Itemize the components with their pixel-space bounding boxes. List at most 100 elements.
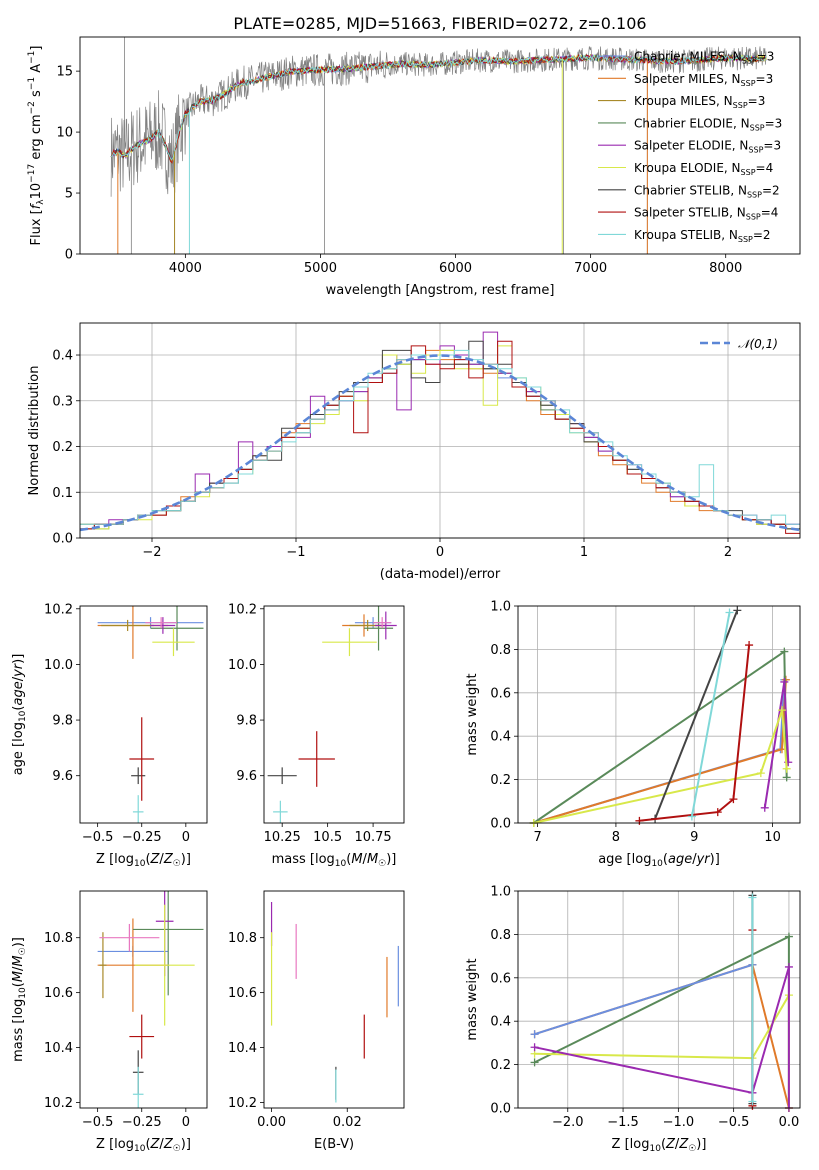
legend-sub: SSP xyxy=(750,123,765,132)
y-tick-label: 5 xyxy=(65,187,73,202)
x-tick-label: 0 xyxy=(182,1115,190,1130)
x-tick-label: −1 xyxy=(286,545,305,560)
label-part: 10 xyxy=(134,1144,146,1154)
age_vs_Z-axes: −0.5 −0.25 0 9.6 9.8 10.0 10.2 xyxy=(44,602,190,845)
label-part: age [log xyxy=(598,852,651,867)
label-part: Flux [ xyxy=(29,209,44,245)
y-tick-label: 10.2 xyxy=(44,602,73,617)
legend-value: =4 xyxy=(761,206,779,220)
y-tick-label: 0.4 xyxy=(52,349,73,364)
spectrum-frame xyxy=(79,36,801,255)
weight-marker xyxy=(745,641,754,650)
weight-marker xyxy=(760,803,769,812)
label-part: mass [log xyxy=(272,852,335,867)
label-part: ☉ xyxy=(378,859,386,869)
label-part: Z xyxy=(163,852,174,867)
label-part: Z xyxy=(150,852,161,867)
label-part: erg cm xyxy=(29,114,44,163)
weight-marker xyxy=(756,769,765,778)
gauss-legend-label: 𝒩(0,1) xyxy=(738,337,778,351)
y-tick-label: 10.6 xyxy=(44,986,73,1001)
label-part: / xyxy=(692,852,697,867)
label-part: age xyxy=(668,852,692,867)
weight-marker xyxy=(780,677,789,686)
label-part: ( xyxy=(346,852,351,867)
weight-line xyxy=(534,966,790,1108)
x-tick-label: −1.5 xyxy=(607,1115,639,1130)
label-part: s xyxy=(29,90,44,101)
x-tick-label: 2 xyxy=(724,545,732,560)
x-tick-label: −2.0 xyxy=(552,1115,584,1130)
legend-name: Kroupa ELODIE, N xyxy=(634,161,741,175)
label-part: 10 xyxy=(18,710,28,722)
x-tick-label: 10.75 xyxy=(354,830,391,845)
label-part: age [log xyxy=(11,722,26,775)
y-tick-label: 0.2 xyxy=(52,440,73,455)
legend-value: =3 xyxy=(763,139,781,153)
x-tick-label: −0.5 xyxy=(82,830,114,845)
label-part: ☉ xyxy=(173,859,181,869)
y-tick-label: 0.3 xyxy=(52,394,73,409)
y-tick-label: 0.8 xyxy=(490,928,511,943)
legend-value: =3 xyxy=(748,94,766,108)
legend-value: =3 xyxy=(765,116,783,130)
weight_vs_Z-lines xyxy=(530,891,793,1112)
legend-entry: Chabrier MILES, NSSP=3 xyxy=(634,50,774,66)
x-tick-label: 10 xyxy=(764,830,781,845)
y-tick-label: 0.8 xyxy=(490,643,511,658)
weight-marker xyxy=(777,706,786,715)
label-part: / xyxy=(11,966,26,971)
label-part: age xyxy=(11,681,26,705)
legend-name: Chabrier STELIB, N xyxy=(634,183,747,197)
label-part: / xyxy=(159,852,164,867)
y-tick-label: 0.1 xyxy=(52,486,73,501)
mass_vs_ebv-xlabel: E(B-V) xyxy=(314,1137,354,1152)
residuals-frame xyxy=(79,322,801,539)
label-part: f xyxy=(29,202,44,209)
x-tick-label: 0.0 xyxy=(779,1115,800,1130)
x-tick-label: 0.02 xyxy=(333,1115,362,1130)
label-part: ( xyxy=(11,982,26,987)
y-tick-label: 10.0 xyxy=(228,658,257,673)
legend-entry: Kroupa ELODIE, NSSP=4 xyxy=(634,161,773,177)
label-part: ( xyxy=(145,852,150,867)
label-part: )] xyxy=(11,654,26,664)
x-tick-label: −0.25 xyxy=(122,830,162,845)
x-tick-label: 0 xyxy=(182,830,190,845)
residuals-ylabel: Normed distribution xyxy=(27,366,42,496)
weight-line xyxy=(533,649,788,824)
weight-marker xyxy=(780,647,789,656)
weight-line xyxy=(533,679,786,824)
legend-value: =3 xyxy=(756,72,774,86)
weight-line xyxy=(534,963,753,1036)
weight_vs_age-ylabel: mass weight xyxy=(465,673,480,755)
model-fit-line xyxy=(110,54,767,161)
legend-name: Chabrier MILES, N xyxy=(634,50,742,64)
label-part: 10 xyxy=(651,859,663,869)
y-tick-label: 10.2 xyxy=(228,602,257,617)
weight-line xyxy=(533,709,788,824)
age_vs_mass-axes: 10.25 10.5 10.75 9.6 9.8 10.0 10.2 xyxy=(228,602,392,845)
y-tick-label: 1.0 xyxy=(490,600,511,615)
label-part: Z xyxy=(665,1137,676,1152)
label-part: −1 xyxy=(27,77,37,90)
weight-line xyxy=(639,644,751,822)
label-part: A xyxy=(29,64,44,77)
weight-marker xyxy=(635,816,644,825)
weight-marker xyxy=(733,606,742,615)
legend-sub: SSP xyxy=(746,213,761,222)
label-part: Z [log xyxy=(96,1137,134,1152)
label-part: λ xyxy=(36,199,46,205)
legend-sub: SSP xyxy=(733,101,748,110)
legend-name: Salpeter ELODIE, N xyxy=(634,139,748,153)
spectrum-xlabel: wavelength [Angstrom, rest frame] xyxy=(326,283,555,298)
label-part: / xyxy=(159,1137,164,1152)
legend-name: Salpeter MILES, N xyxy=(634,72,741,86)
weight-marker xyxy=(782,764,791,773)
weight_vs_Z-ylabel: mass weight xyxy=(465,958,480,1040)
label-part: Z xyxy=(150,1137,161,1152)
mass_vs_Z-points xyxy=(97,891,204,1108)
legend-entry: Chabrier ELODIE, NSSP=3 xyxy=(634,116,782,132)
